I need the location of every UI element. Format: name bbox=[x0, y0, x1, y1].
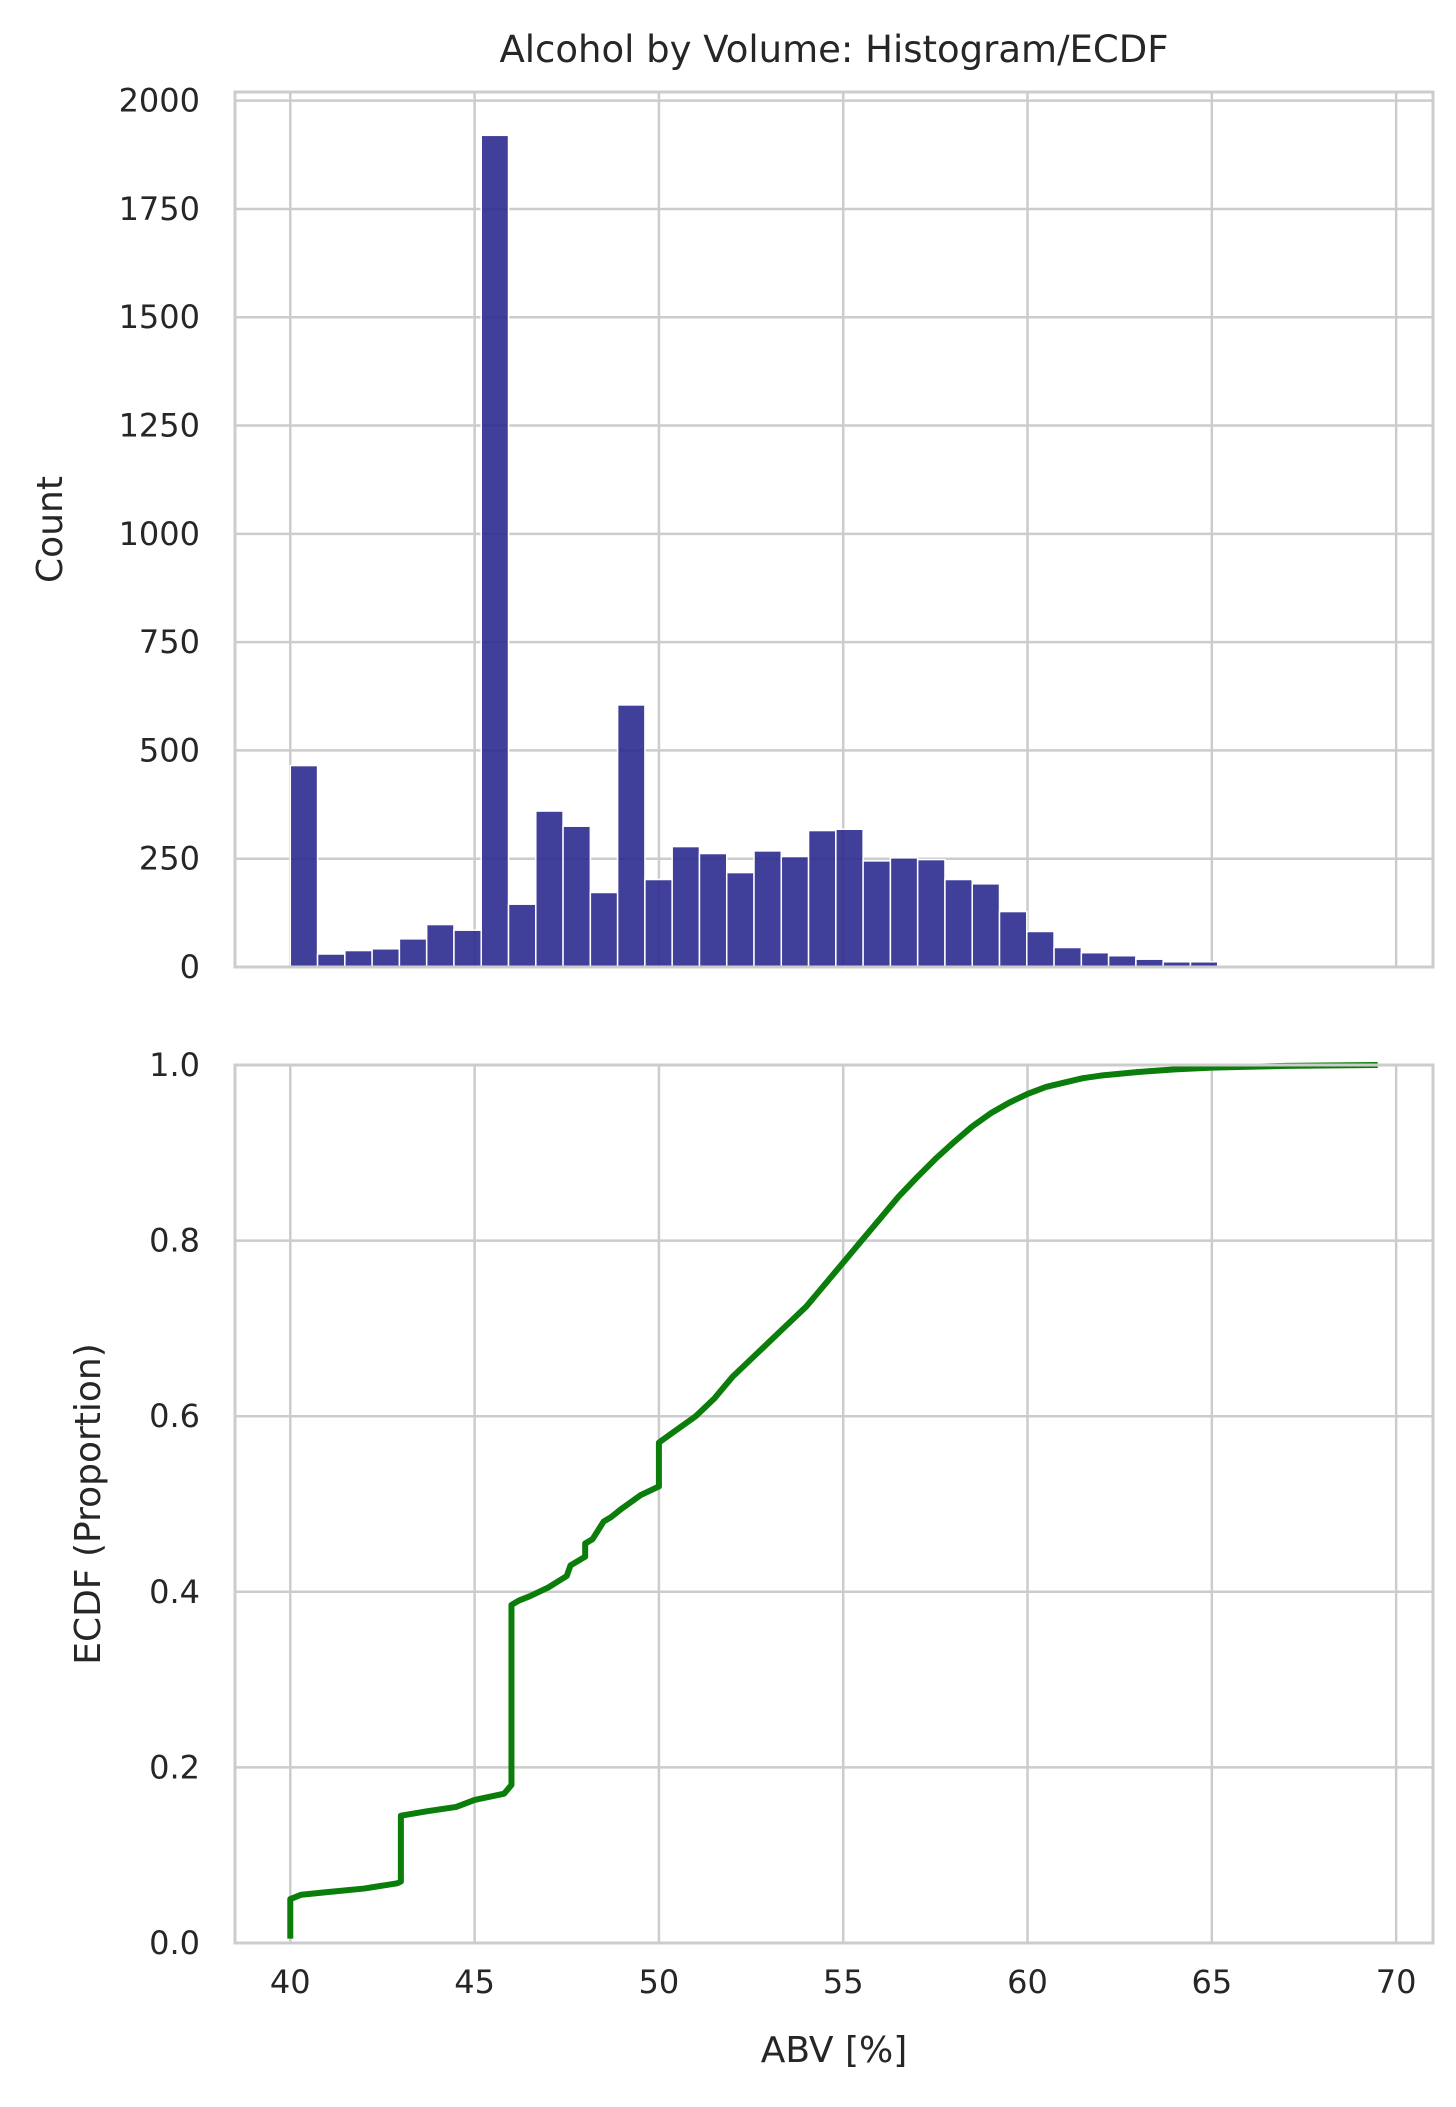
histogram-y-axis-label: Count bbox=[30, 476, 71, 583]
histogram-bar bbox=[616, 704, 646, 968]
histogram-bar bbox=[316, 953, 346, 968]
histogram-bar bbox=[944, 878, 973, 968]
histogram-y-tick-label: 1000 bbox=[119, 515, 200, 553]
histogram-bar bbox=[589, 891, 619, 968]
histogram-bar bbox=[1107, 954, 1137, 968]
histogram-bar bbox=[289, 764, 319, 968]
histogram-y-tick-label: 1250 bbox=[119, 407, 200, 445]
histogram-bar bbox=[453, 929, 482, 968]
ecdf-y-tick-label: 0.4 bbox=[149, 1573, 200, 1611]
ecdf-y-tick-label: 1.0 bbox=[149, 1046, 200, 1084]
histogram-bar bbox=[1080, 951, 1110, 968]
histogram-bar bbox=[780, 855, 810, 968]
histogram-bar bbox=[644, 878, 673, 968]
ecdf-x-tick-label: 45 bbox=[454, 1963, 495, 2001]
histogram-bar bbox=[535, 810, 564, 968]
chart-title: Alcohol by Volume: Histogram/ECDF bbox=[499, 28, 1168, 71]
histogram-bar bbox=[971, 883, 1001, 968]
histogram-bar bbox=[398, 938, 428, 968]
histogram-bar bbox=[862, 860, 892, 968]
histogram-y-tick-labels: 0 250 500 750 1000 1250 1500 1750 2000 bbox=[119, 82, 200, 986]
histogram-bar bbox=[480, 134, 510, 968]
ecdf-x-tick-label: 70 bbox=[1376, 1963, 1417, 2001]
histogram-bar bbox=[998, 910, 1028, 968]
ecdf-y-tick-label: 0.8 bbox=[149, 1222, 200, 1260]
ecdf-y-tick-label: 0.0 bbox=[149, 1924, 200, 1962]
histogram-y-tick-label: 1500 bbox=[119, 298, 200, 336]
histogram-y-tick-label: 2000 bbox=[119, 82, 200, 120]
histogram-bar bbox=[889, 857, 919, 968]
histogram-bar bbox=[425, 923, 455, 968]
ecdf-y-tick-labels: 0.0 0.2 0.4 0.6 0.8 1.0 bbox=[149, 1046, 200, 1962]
histogram-bar bbox=[835, 828, 864, 968]
histogram-bar bbox=[671, 845, 701, 968]
ecdf-x-tick-label: 40 bbox=[270, 1963, 311, 2001]
histogram-bar bbox=[1026, 930, 1055, 968]
ecdf-x-tick-label: 55 bbox=[823, 1963, 864, 2001]
ecdf-panel: 0.0 0.2 0.4 0.6 0.8 1.0 40 45 50 55 60 65 70 ABV [%… bbox=[68, 1046, 1435, 2071]
histogram-frame bbox=[233, 90, 1435, 969]
histogram-bar bbox=[562, 825, 592, 968]
ecdf-x-tick-label: 50 bbox=[639, 1963, 680, 2001]
histogram-bar bbox=[344, 949, 373, 968]
ecdf-x-tick-labels: 40 45 50 55 60 65 70 bbox=[270, 1963, 1417, 2001]
histogram-y-tick-label: 250 bbox=[139, 840, 200, 878]
ecdf-x-axis-label: ABV [%] bbox=[761, 2030, 908, 2071]
histogram-bar bbox=[725, 871, 755, 968]
ecdf-frame bbox=[233, 1063, 1435, 1945]
histogram-bar bbox=[916, 858, 946, 968]
histogram-y-tick-label: 500 bbox=[139, 731, 200, 769]
histogram-y-tick-label: 0 bbox=[180, 948, 200, 986]
ecdf-x-tick-label: 65 bbox=[1191, 1963, 1232, 2001]
ecdf-x-tick-label: 60 bbox=[1007, 1963, 1048, 2001]
histogram-bar bbox=[507, 903, 537, 968]
histogram-bar bbox=[1053, 946, 1083, 968]
histogram-bar bbox=[698, 852, 728, 968]
ecdf-y-axis-label: ECDF (Proportion) bbox=[68, 1343, 109, 1665]
histogram-bar bbox=[807, 829, 837, 968]
ecdf-y-tick-label: 0.2 bbox=[149, 1748, 200, 1786]
histogram-bar bbox=[371, 948, 401, 968]
ecdf-y-tick-label: 0.6 bbox=[149, 1397, 200, 1435]
histogram-y-tick-label: 750 bbox=[139, 623, 200, 661]
ecdf-series-line bbox=[287, 1062, 1378, 1939]
histogram-bar bbox=[753, 850, 783, 968]
histogram-y-tick-label: 1750 bbox=[119, 190, 200, 228]
histogram-panel: 0 250 500 750 1000 1250 1500 1750 2000 Alcohol b… bbox=[30, 28, 1435, 986]
